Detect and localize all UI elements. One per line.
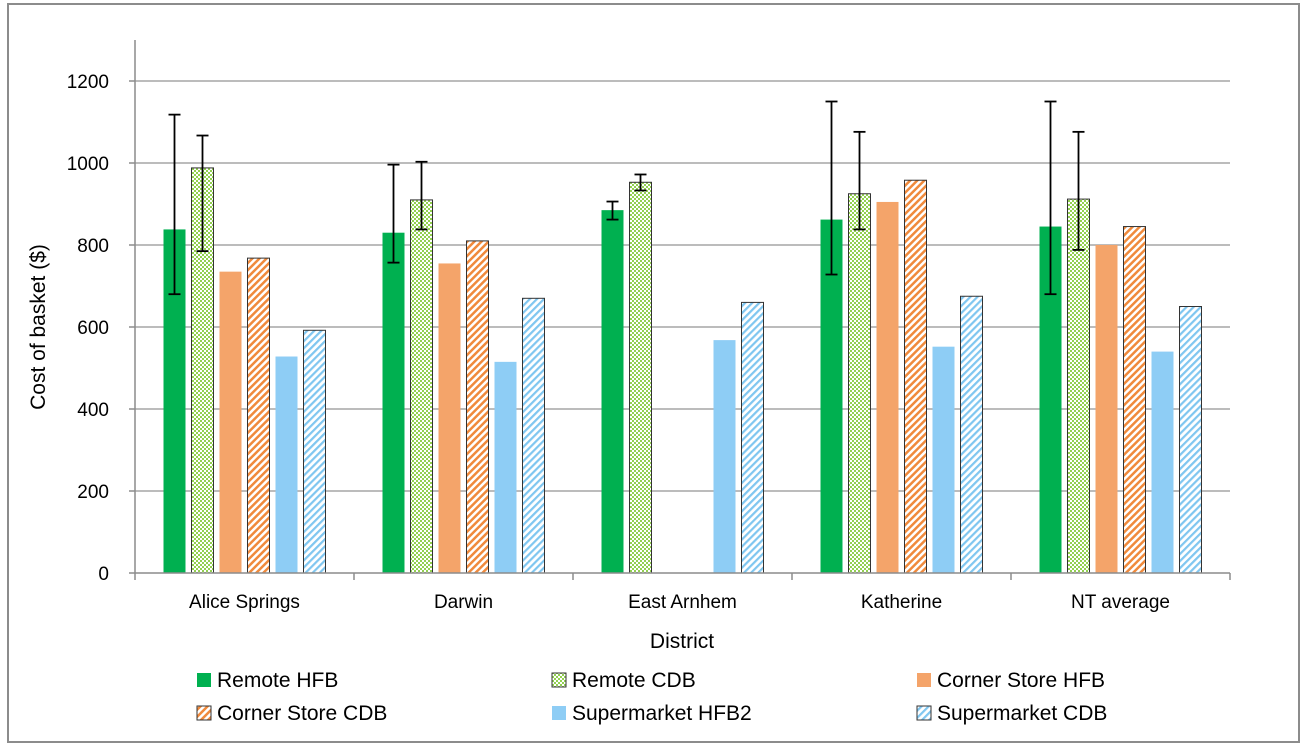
error-bars: [168, 100, 1085, 296]
x-tick-label: Katherine: [861, 592, 942, 613]
x-tick-label: Alice Springs: [189, 592, 300, 613]
bar: [741, 301, 764, 574]
bar: [303, 329, 326, 574]
legend-label: Remote CDB: [572, 669, 696, 692]
x-tick-label: Darwin: [434, 592, 493, 613]
bar: [494, 361, 517, 573]
x-tick-label: East Arnhem: [628, 592, 737, 613]
axes: [129, 40, 1231, 580]
y-tick-label: 1000: [67, 154, 109, 175]
y-tick-label: 600: [77, 318, 109, 339]
y-axis-title: Cost of basket ($): [27, 244, 50, 410]
legend-swatch: [197, 673, 211, 687]
bar: [219, 271, 242, 573]
bar: [438, 263, 461, 573]
legend-label: Corner Store HFB: [937, 669, 1105, 692]
y-tick-label: 200: [77, 482, 109, 503]
bar: [960, 295, 983, 574]
bar: [876, 201, 899, 573]
gridlines: [135, 80, 1230, 492]
bar: [629, 181, 652, 574]
x-tick-labels: Alice Springs Darwin East Arnhem Katherine N…: [189, 592, 1170, 613]
bar: [932, 346, 955, 573]
x-axis-title: District: [650, 630, 714, 653]
y-tick-labels: 0 200 400 600 800 1000 1200: [67, 72, 109, 585]
y-tick-label: 0: [98, 564, 109, 585]
legend-swatch: [552, 706, 566, 720]
x-tick-label: NT average: [1071, 592, 1170, 613]
legend-label: Remote HFB: [217, 669, 338, 692]
bar: [163, 229, 186, 574]
bar: [466, 240, 489, 574]
legend-swatch: [916, 705, 932, 721]
bar: [410, 199, 433, 574]
legend-swatch: [917, 673, 931, 687]
legend: Remote HFB Remote CDB Corner Store HFB Corn…: [196, 669, 1107, 725]
bar: [275, 356, 298, 573]
bar: [1123, 226, 1146, 574]
bar: [904, 179, 927, 574]
bar: [1067, 198, 1090, 574]
legend-label: Corner Store CDB: [217, 702, 387, 725]
bar: [1151, 351, 1174, 573]
bars: [163, 167, 1202, 574]
y-tick-label: 1200: [67, 72, 109, 93]
bar: [247, 257, 270, 574]
bar: [1179, 306, 1202, 574]
bar: [601, 210, 624, 573]
legend-label: Supermarket HFB2: [572, 702, 752, 725]
legend-label: Supermarket CDB: [937, 702, 1107, 725]
y-tick-label: 400: [77, 400, 109, 421]
bar: [848, 193, 871, 574]
bar: [1095, 245, 1118, 573]
y-tick-label: 800: [77, 236, 109, 257]
bar: [1039, 226, 1062, 574]
legend-swatch: [551, 672, 567, 688]
bar: [522, 297, 545, 574]
bar: [713, 340, 736, 573]
legend-swatch: [196, 705, 212, 721]
bar: [820, 219, 843, 573]
bar: [382, 232, 405, 573]
